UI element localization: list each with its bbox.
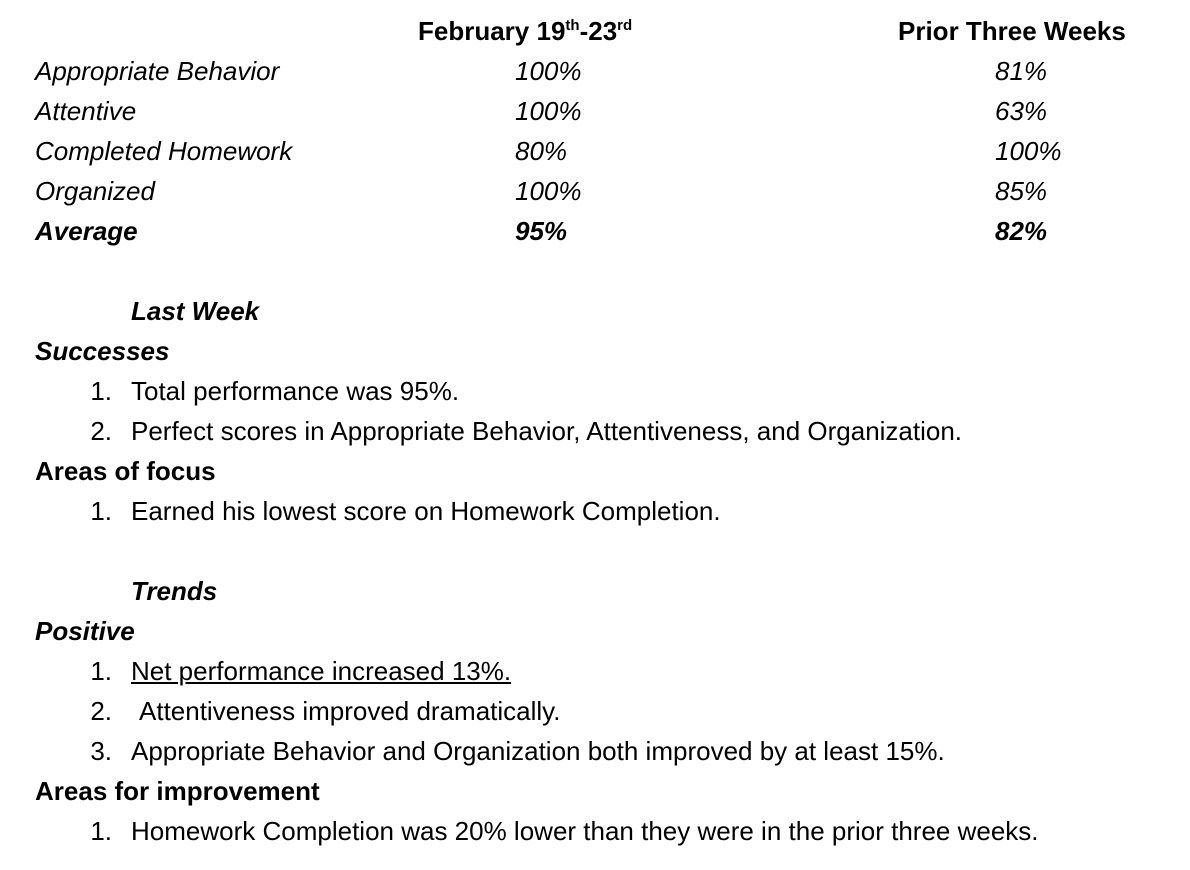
cell-prior-average: 82% xyxy=(995,216,1048,246)
list-item: 1. Net performance increased 13%. xyxy=(0,651,1190,691)
row-label-average: Average xyxy=(35,216,138,246)
cell-prior-completed-homework: 100% xyxy=(995,136,1062,166)
row-label-completed-homework: Completed Homework xyxy=(35,136,293,166)
list-number: 1. xyxy=(90,496,112,526)
list-text: Appropriate Behavior and Organization bo… xyxy=(131,736,945,766)
list-number: 2. xyxy=(90,696,112,726)
section-heading-trends: Trends xyxy=(131,576,218,606)
column-header-current-week: February 19th-23rd xyxy=(418,11,632,51)
row-label-attentive: Attentive xyxy=(35,96,137,126)
subheading-areas-for-improvement: Areas for improvement xyxy=(35,776,320,806)
list-item: 1. Earned his lowest score on Homework C… xyxy=(0,491,1190,531)
list-item: 1. Homework Completion was 20% lower tha… xyxy=(0,811,1190,851)
subheading-positive: Positive xyxy=(35,616,135,646)
row-label-organized: Organized xyxy=(35,176,155,206)
list-text: Attentiveness improved dramatically. xyxy=(139,696,561,726)
header-date-main: February 19 xyxy=(418,16,566,46)
subheading-successes: Successes xyxy=(35,336,170,366)
list-text: Net performance increased 13%. xyxy=(131,656,512,686)
header-date-suffix-2: rd xyxy=(617,17,633,34)
list-text: Earned his lowest score on Homework Comp… xyxy=(131,496,721,526)
list-item: 2. Perfect scores in Appropriate Behavio… xyxy=(0,411,1190,451)
list-number: 3. xyxy=(90,736,112,766)
list-number: 1. xyxy=(90,816,112,846)
cell-current-appropriate-behavior: 100% xyxy=(515,56,582,86)
list-item: 2. Attentiveness improved dramatically. xyxy=(0,691,1190,731)
list-number: 1. xyxy=(90,656,112,686)
list-number: 2. xyxy=(90,416,112,446)
list-text: Perfect scores in Appropriate Behavior, … xyxy=(131,416,963,446)
cell-prior-appropriate-behavior: 81% xyxy=(995,56,1048,86)
row-label-appropriate-behavior: Appropriate Behavior xyxy=(35,56,280,86)
list-text: Homework Completion was 20% lower than t… xyxy=(131,816,1039,846)
cell-current-organized: 100% xyxy=(515,176,582,206)
list-item: 1. Total performance was 95%. xyxy=(0,371,1190,411)
list-number: 1. xyxy=(90,376,112,406)
header-date-suffix-1: th xyxy=(565,17,580,34)
section-heading-last-week: Last Week xyxy=(131,296,260,326)
header-date-mid: -23 xyxy=(579,16,618,46)
cell-current-attentive: 100% xyxy=(515,96,582,126)
cell-prior-organized: 85% xyxy=(995,176,1048,206)
cell-current-completed-homework: 80% xyxy=(515,136,568,166)
cell-current-average: 95% xyxy=(515,216,568,246)
cell-prior-attentive: 63% xyxy=(995,96,1048,126)
column-header-prior-weeks: Prior Three Weeks xyxy=(898,16,1126,46)
subheading-areas-of-focus: Areas of focus xyxy=(35,456,216,486)
list-text: Total performance was 95%. xyxy=(131,376,460,406)
list-item: 3. Appropriate Behavior and Organization… xyxy=(0,731,1190,771)
